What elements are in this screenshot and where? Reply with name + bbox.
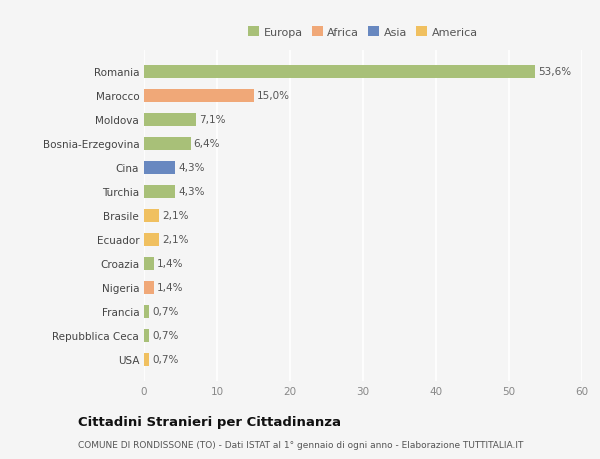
Text: Cittadini Stranieri per Cittadinanza: Cittadini Stranieri per Cittadinanza: [78, 415, 341, 428]
Bar: [144, 137, 191, 151]
Bar: [144, 257, 154, 270]
Text: 6,4%: 6,4%: [194, 139, 220, 149]
Bar: [144, 353, 149, 366]
Text: 0,7%: 0,7%: [152, 307, 178, 316]
Text: 4,3%: 4,3%: [178, 163, 205, 173]
Bar: [144, 233, 160, 246]
Bar: [144, 113, 196, 127]
Bar: [144, 281, 154, 294]
Text: 1,4%: 1,4%: [157, 258, 184, 269]
Text: 53,6%: 53,6%: [538, 67, 571, 77]
Bar: [144, 329, 149, 342]
Legend: Europa, Africa, Asia, America: Europa, Africa, Asia, America: [244, 23, 482, 42]
Bar: [144, 161, 175, 174]
Text: 0,7%: 0,7%: [152, 330, 178, 341]
Text: 2,1%: 2,1%: [162, 235, 189, 245]
Bar: [144, 209, 160, 222]
Text: 2,1%: 2,1%: [162, 211, 189, 221]
Text: 1,4%: 1,4%: [157, 283, 184, 292]
Text: 0,7%: 0,7%: [152, 354, 178, 364]
Text: 7,1%: 7,1%: [199, 115, 225, 125]
Text: COMUNE DI RONDISSONE (TO) - Dati ISTAT al 1° gennaio di ogni anno - Elaborazione: COMUNE DI RONDISSONE (TO) - Dati ISTAT a…: [78, 440, 523, 449]
Bar: [144, 66, 535, 78]
Bar: [144, 90, 254, 103]
Text: 15,0%: 15,0%: [256, 91, 289, 101]
Bar: [144, 305, 149, 318]
Bar: [144, 185, 175, 198]
Text: 4,3%: 4,3%: [178, 187, 205, 197]
